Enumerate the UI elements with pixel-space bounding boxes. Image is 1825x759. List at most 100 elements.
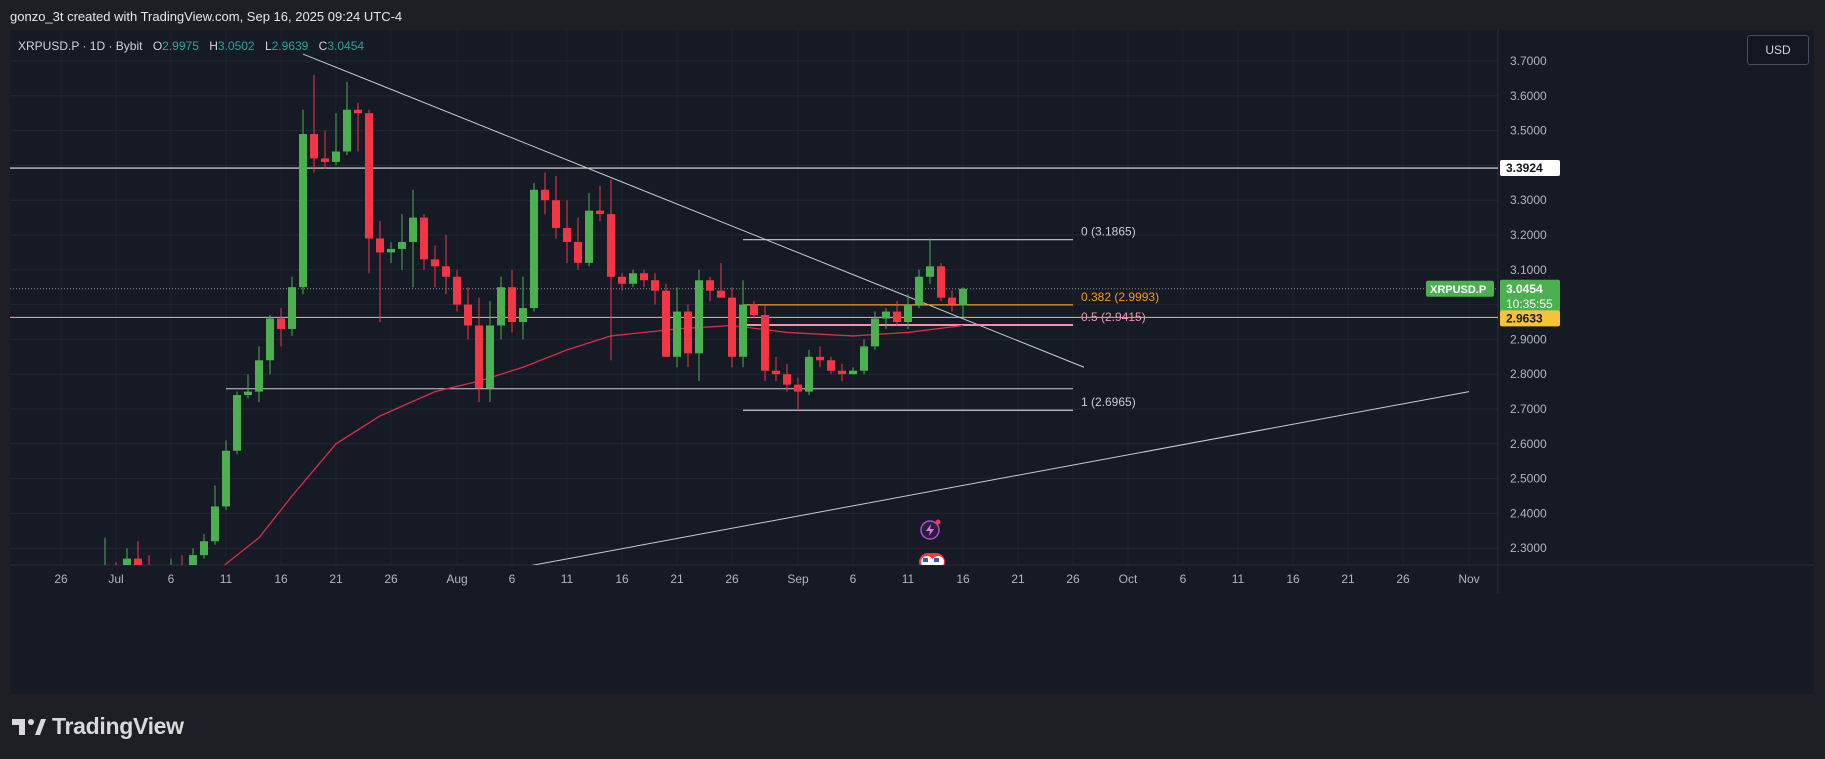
candle-body bbox=[937, 266, 945, 298]
candle-body bbox=[222, 450, 230, 507]
candle-body bbox=[255, 360, 263, 392]
candle bbox=[200, 534, 208, 559]
candle bbox=[508, 269, 516, 333]
candle-body bbox=[464, 304, 472, 326]
candle-body bbox=[134, 558, 142, 565]
flag-canton-right bbox=[934, 558, 939, 562]
candle bbox=[365, 109, 373, 274]
currency-button[interactable]: USD bbox=[1747, 35, 1809, 65]
open-label: O bbox=[152, 39, 163, 53]
candle bbox=[255, 346, 263, 403]
price-axis-label: 3.2000 bbox=[1510, 228, 1547, 242]
candle-body bbox=[486, 325, 494, 389]
candle-body bbox=[343, 109, 351, 152]
time-axis-label: 11 bbox=[220, 572, 233, 586]
candle bbox=[915, 269, 923, 309]
candle bbox=[695, 269, 703, 382]
plot-layer: 0 (3.1865) 0.382 (2.9993) 0.5 (2.9415) 1 (2… bbox=[10, 53, 1498, 586]
candle bbox=[794, 377, 802, 409]
candle bbox=[849, 367, 857, 375]
plot-area bbox=[10, 30, 1498, 565]
tradingview-logo-icon bbox=[12, 718, 46, 735]
candle bbox=[816, 346, 824, 368]
candle bbox=[442, 235, 450, 295]
level-tag-3-3924-bg bbox=[1500, 160, 1560, 177]
candle bbox=[541, 172, 549, 215]
candle bbox=[233, 391, 241, 455]
candle bbox=[134, 541, 142, 565]
candle bbox=[563, 200, 571, 263]
candle-body bbox=[145, 566, 153, 580]
price-axis-label: 2.4000 bbox=[1510, 506, 1547, 520]
candle-body bbox=[816, 356, 824, 361]
candle-body bbox=[640, 273, 648, 281]
time-axis-label: 6 bbox=[509, 572, 516, 586]
candle bbox=[717, 262, 725, 298]
time-axis-label: 21 bbox=[1011, 572, 1025, 586]
price-axis-label: 2.6000 bbox=[1510, 437, 1547, 451]
candle-body bbox=[299, 134, 307, 288]
candle-body bbox=[244, 391, 252, 396]
time-axis-label: 21 bbox=[670, 572, 684, 586]
candle-body bbox=[585, 210, 593, 263]
candle bbox=[123, 548, 131, 565]
time-axis-label: 26 bbox=[1066, 572, 1080, 586]
candle bbox=[893, 301, 901, 326]
candle-body bbox=[838, 370, 846, 375]
candle-body bbox=[475, 325, 483, 389]
high-label: H bbox=[209, 39, 218, 53]
candle-body bbox=[541, 189, 549, 201]
candle-body bbox=[904, 304, 912, 322]
candle-body bbox=[706, 280, 714, 291]
time-axis-label: Sep bbox=[787, 572, 809, 586]
candle bbox=[761, 304, 769, 382]
candle-body bbox=[508, 287, 516, 322]
symbol-name[interactable]: XRPUSD.P · 1D · Bybit bbox=[18, 39, 143, 53]
candle bbox=[959, 287, 967, 318]
candle bbox=[420, 214, 428, 270]
time-axis-label: 16 bbox=[274, 572, 288, 586]
candle bbox=[156, 569, 164, 586]
candle bbox=[266, 315, 274, 375]
candle bbox=[739, 280, 747, 368]
price-axis-label: 2.9000 bbox=[1510, 332, 1547, 346]
last-price-tag: 3.0454 bbox=[1506, 282, 1543, 296]
candle bbox=[684, 304, 692, 368]
tradingview-logo[interactable]: TradingView bbox=[12, 713, 184, 740]
candle bbox=[181, 555, 183, 565]
candle-body bbox=[288, 287, 296, 329]
candle bbox=[805, 349, 813, 396]
candle-body bbox=[662, 290, 670, 357]
candle bbox=[904, 294, 912, 329]
time-axis-label: 11 bbox=[1232, 572, 1245, 586]
candle bbox=[222, 440, 230, 510]
candle-body bbox=[772, 370, 780, 375]
candle-body bbox=[607, 214, 615, 277]
price-axis-label: 3.3000 bbox=[1510, 193, 1547, 207]
time-axis-label: 6 bbox=[850, 572, 857, 586]
candle bbox=[838, 363, 846, 382]
fib-level-label: 0.5 (2.9415) bbox=[1081, 310, 1146, 324]
chart-frame[interactable]: 3.70003.60003.50003.40003.30003.20003.10… bbox=[10, 30, 1814, 694]
candle bbox=[629, 269, 637, 288]
candle-body bbox=[431, 259, 439, 267]
price-chart[interactable]: 3.70003.60003.50003.40003.30003.20003.10… bbox=[10, 30, 1814, 694]
candle bbox=[585, 193, 593, 267]
candle-body bbox=[871, 318, 879, 347]
price-axis-label: 2.5000 bbox=[1510, 472, 1547, 486]
candle-body bbox=[156, 576, 164, 579]
time-axis-label: Nov bbox=[1458, 572, 1479, 586]
candle-body bbox=[783, 374, 791, 385]
candle-body bbox=[310, 134, 318, 159]
candle-body bbox=[849, 370, 857, 375]
candle bbox=[104, 537, 106, 565]
moving-average-line bbox=[223, 324, 964, 565]
candle bbox=[783, 363, 791, 392]
candle-body bbox=[387, 248, 395, 253]
candle bbox=[277, 308, 285, 347]
candle bbox=[673, 287, 681, 368]
low-label: L bbox=[264, 39, 272, 53]
candle-body bbox=[420, 217, 428, 260]
candle-body bbox=[409, 217, 417, 242]
countdown-tag: 10:35:55 bbox=[1506, 297, 1553, 311]
